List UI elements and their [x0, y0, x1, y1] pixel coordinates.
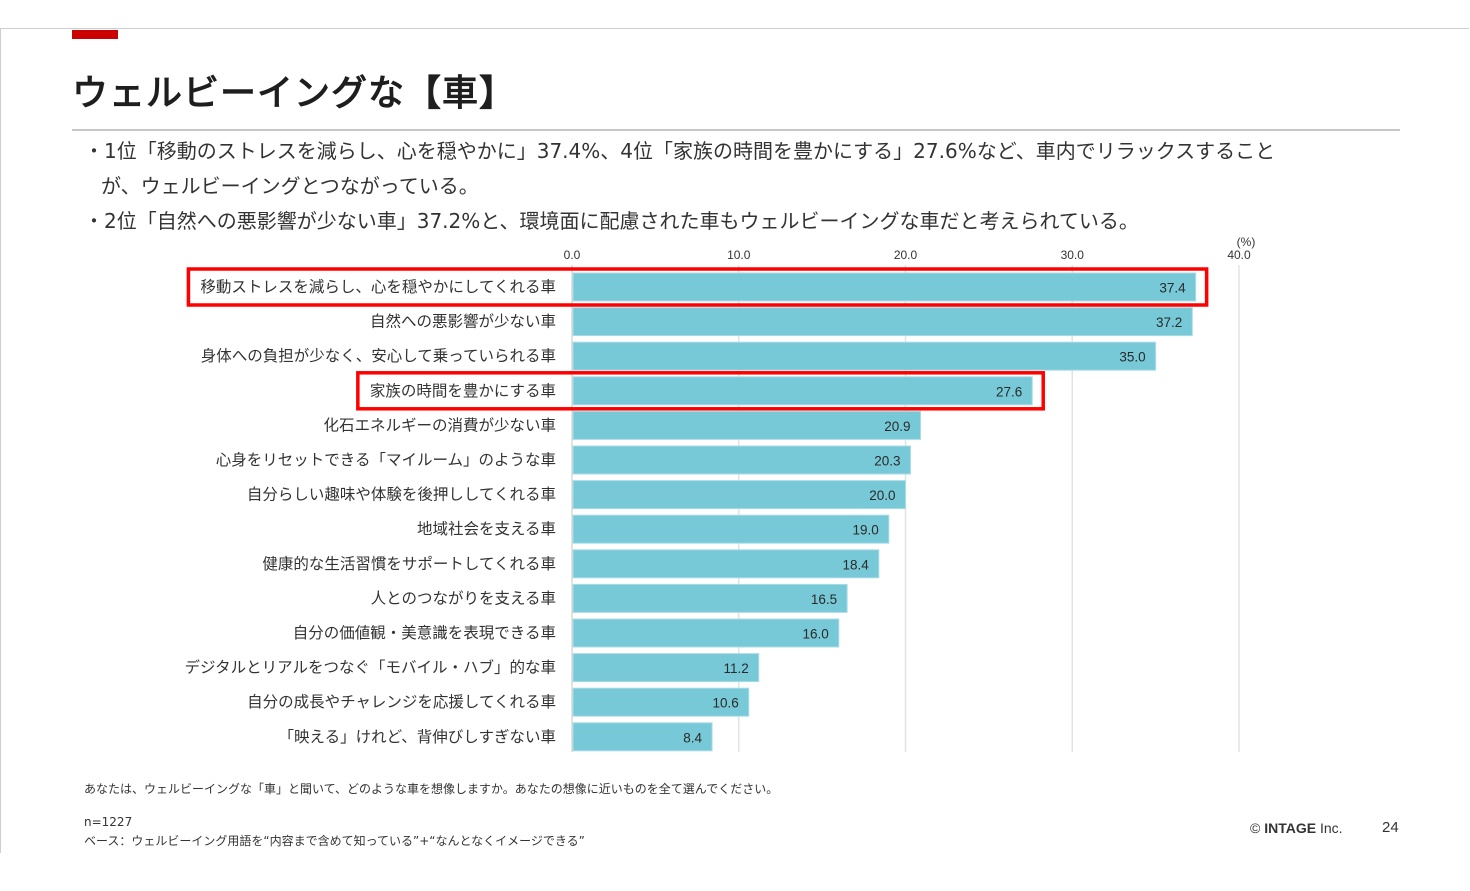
sample-size: n=1227 — [84, 815, 133, 829]
highlight-box — [356, 371, 1045, 411]
copyright: © INTAGE Inc. — [1250, 820, 1343, 836]
bar-value-label: 20.3 — [874, 454, 900, 469]
bar-value-label: 10.6 — [712, 696, 738, 711]
slide-frame — [0, 28, 1469, 853]
category-label: 健康的な生活習慣をサポートしてくれる車 — [262, 555, 556, 573]
x-tick-label: 10.0 — [727, 248, 751, 262]
highlight-boxes — [186, 267, 1209, 411]
bullet-1-line-1: ・1位「移動のストレスを減らし、心を穏やかに」37.4%、4位「家族の時間を豊か… — [84, 139, 1276, 163]
x-tick-label: 30.0 — [1061, 248, 1085, 262]
bar-value-label: 16.0 — [803, 627, 829, 642]
x-tick-label: 20.0 — [894, 248, 918, 262]
category-label: 身体への負担が少なく、安心して乗っていられる車 — [201, 347, 556, 365]
category-label: 地域社会を支える車 — [417, 520, 556, 538]
copyright-icon: © — [1250, 820, 1261, 836]
bar-chart: 0.0 10.0 20.0 30.0 40.0 (%) 37.4 37.2 35.0 27.6… — [184, 235, 1256, 752]
bullet-2-line-1: ・2位「自然への悪影響が少ない車」37.2%と、環境面に配慮された車もウェルビー… — [84, 209, 1139, 233]
category-labels: 移動ストレスを減らし、心を穏やかにしてくれる車自然への悪影響が少ない車身体への負… — [184, 278, 556, 746]
bar-value-label: 11.2 — [723, 661, 748, 676]
category-label: 心身をリセットできる「マイルーム」のような車 — [216, 451, 556, 469]
category-label: 自分の成長やチャレンジを応援してくれる車 — [247, 693, 556, 711]
category-label: 化石エネルギーの消費が少ない車 — [323, 416, 556, 434]
bar — [572, 445, 912, 475]
survey-question: あなたは、ウェルビーイングな「車」と聞いて、どのような車を想像しますか。あなたの… — [84, 782, 779, 796]
unit-label: (%) — [1237, 235, 1256, 249]
bar-value-label: 8.4 — [683, 730, 702, 745]
category-label: 「映える」けれど、背伸びしすぎない車 — [279, 728, 556, 746]
bar-value-label: 27.6 — [996, 384, 1022, 399]
bullet-1-line-2: が、ウェルビーイングとつながっている。 — [101, 174, 479, 198]
bar — [572, 618, 840, 648]
accent-bar — [72, 30, 118, 39]
category-label: 自分らしい趣味や体験を後押ししてくれる車 — [247, 486, 556, 504]
bar — [572, 514, 890, 544]
page-number: 24 — [1382, 819, 1399, 836]
bar-value-label: 19.0 — [853, 523, 879, 538]
category-label: 自分の価値観・美意識を表現できる車 — [293, 623, 556, 642]
company-name: INTAGE — [1264, 820, 1317, 836]
category-label: 人とのつながりを支える車 — [371, 589, 556, 607]
bar-value-label: 37.2 — [1156, 315, 1182, 330]
bar-value-label: 16.5 — [811, 592, 837, 607]
bar-value-label: 37.4 — [1159, 281, 1186, 296]
bar — [572, 341, 1157, 371]
bar-value-label: 35.0 — [1119, 350, 1145, 365]
page-title: ウェルビーイングな【車】 — [72, 73, 517, 114]
sample-base: ベース：ウェルビーイング用語を“内容まで含めて知っている”+“なんとなくイメージ… — [84, 834, 585, 848]
bar — [572, 653, 760, 683]
bar-value-label: 20.9 — [884, 419, 910, 434]
bar — [572, 722, 713, 752]
bar — [572, 376, 1033, 406]
bar — [572, 272, 1197, 302]
highlight-box — [186, 267, 1209, 307]
bar — [572, 410, 922, 440]
bar — [572, 307, 1193, 337]
category-label: 移動ストレスを減らし、心を穏やかにしてくれる車 — [200, 278, 556, 296]
bar-value-label: 20.0 — [869, 488, 895, 503]
category-label: 家族の時間を豊かにする車 — [370, 382, 556, 400]
category-label: デジタルとリアルをつなぐ「モバイル・ハブ」的な車 — [184, 658, 556, 677]
x-tick-label: 0.0 — [564, 248, 581, 262]
x-tick-label: 40.0 — [1227, 248, 1251, 262]
category-label: 自然への悪影響が少ない車 — [370, 313, 556, 331]
company-suffix: Inc. — [1316, 820, 1343, 836]
bar — [572, 549, 880, 579]
bar — [572, 583, 848, 613]
bar — [572, 687, 750, 717]
bars: 37.4 37.2 35.0 27.6 20.9 20.3 20.0 19.0 18.4 16.5… — [572, 272, 1197, 752]
x-axis-ticks: 0.0 10.0 20.0 30.0 40.0 — [564, 248, 1251, 262]
summary-bullets: ・1位「移動のストレスを減らし、心を穏やかに」37.4%、4位「家族の時間を豊か… — [84, 134, 1414, 239]
bar-value-label: 18.4 — [843, 557, 870, 572]
bar — [572, 480, 906, 510]
title-divider — [72, 129, 1400, 131]
